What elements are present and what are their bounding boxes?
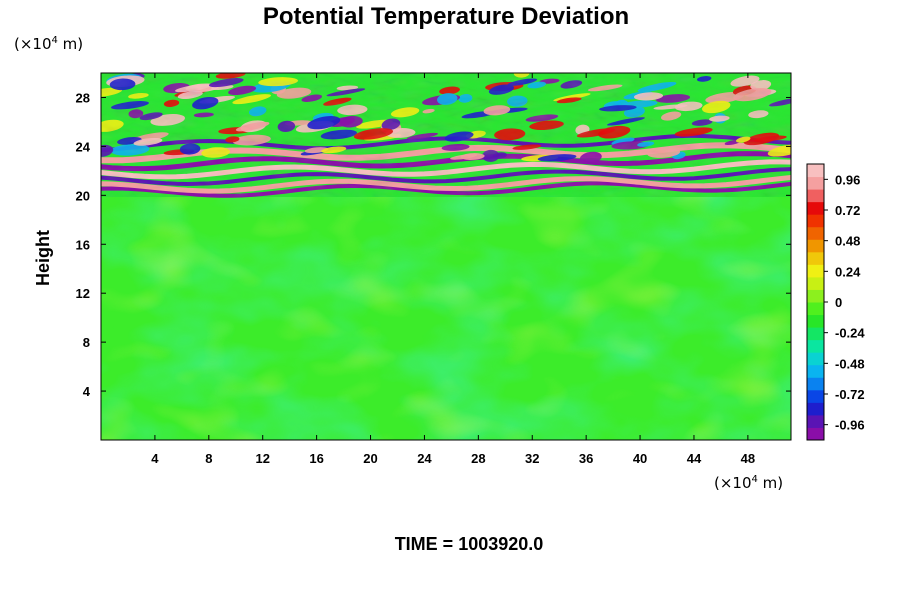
y-tick-label: 28: [76, 90, 90, 105]
x-tick-label: 16: [309, 451, 323, 466]
x-tick-label: 36: [579, 451, 593, 466]
x-tick-label: 48: [741, 451, 755, 466]
colorbar-swatch: [807, 289, 824, 303]
y-tick-label: 24: [76, 139, 91, 154]
colorbar: [806, 163, 825, 441]
time-label: TIME = 1003920.0: [395, 534, 544, 554]
colorbar-swatch: [807, 327, 824, 341]
colorbar-swatch: [807, 389, 824, 403]
colorbar-swatch: [807, 377, 824, 391]
chart-title: Potential Temperature Deviation: [263, 3, 629, 30]
colorbar-swatch: [807, 226, 824, 240]
colorbar-swatch: [807, 251, 824, 265]
y-tick-label: 8: [83, 335, 90, 350]
y-tick-label: 4: [83, 384, 91, 399]
colorbar-tick-label: -0.48: [835, 356, 865, 371]
plot-frame: [100, 72, 792, 441]
x-axis-ticks: 4 8 12 16 20 24 28 32 36 40 44 48: [151, 73, 755, 466]
colorbar-swatch: [807, 427, 824, 441]
colorbar-swatch: [807, 314, 824, 328]
heatmap-field: [101, 73, 791, 440]
colorbar-swatch: [807, 264, 824, 278]
x-tick-label: 20: [363, 451, 377, 466]
colorbar-swatch: [807, 276, 824, 290]
x-tick-label: 32: [525, 451, 539, 466]
x-tick-label: 12: [255, 451, 269, 466]
x-tick-label: 44: [687, 451, 702, 466]
colorbar-swatch: [807, 189, 824, 203]
colorbar-tick-label: 0.96: [835, 172, 860, 187]
colorbar-swatch: [807, 201, 824, 215]
colorbar-swatch: [807, 339, 824, 353]
y-unit-label: (×104 m): [14, 35, 83, 53]
colorbar-swatch: [807, 164, 824, 178]
colorbar-tick-label: 0.72: [835, 203, 860, 218]
x-tick-label: 8: [205, 451, 212, 466]
upper-layer-texture: [101, 73, 791, 197]
colorbar-swatch: [807, 176, 824, 190]
x-unit-prefix: (×10: [714, 474, 752, 492]
lower-layer-yellow-texture: [101, 195, 791, 440]
colorbar-tick-label: 0: [835, 295, 842, 310]
colorbar-tick-label: 0.24: [835, 264, 861, 279]
y-axis-label: Height: [33, 230, 53, 286]
y-unit-suffix: m): [58, 35, 83, 53]
colorbar-tick-label: -0.72: [835, 387, 865, 402]
x-tick-label: 28: [471, 451, 485, 466]
colorbar-swatch: [807, 302, 824, 316]
colorbar-swatch: [807, 239, 824, 253]
colorbar-tick-label: -0.24: [835, 326, 865, 341]
y-tick-label: 12: [76, 286, 90, 301]
colorbar-swatch: [807, 364, 824, 378]
x-tick-label: 40: [633, 451, 647, 466]
x-unit-suffix: m): [758, 474, 783, 492]
colorbar-ticks: 0.96 0.72 0.48 0.24 0 -0.24 -0.48 -0.72 -0.96: [824, 172, 865, 433]
x-tick-label: 4: [151, 451, 159, 466]
x-unit-exponent: 4: [752, 474, 758, 485]
x-tick-label: 24: [417, 451, 432, 466]
colorbar-tick-label: -0.96: [835, 418, 865, 433]
y-unit-exponent: 4: [52, 35, 58, 46]
y-tick-label: 20: [76, 188, 90, 203]
y-axis-ticks: 4 8 12 16 20 24 28: [76, 90, 791, 399]
colorbar-swatch: [807, 214, 824, 228]
colorbar-tick-label: 0.48: [835, 234, 860, 249]
colorbar-swatch: [807, 402, 824, 416]
y-unit-prefix: (×10: [14, 35, 52, 53]
colorbar-swatch: [807, 352, 824, 366]
x-unit-label: (×104 m): [714, 474, 783, 492]
colorbar-swatch: [807, 414, 824, 428]
y-tick-label: 16: [76, 237, 90, 252]
